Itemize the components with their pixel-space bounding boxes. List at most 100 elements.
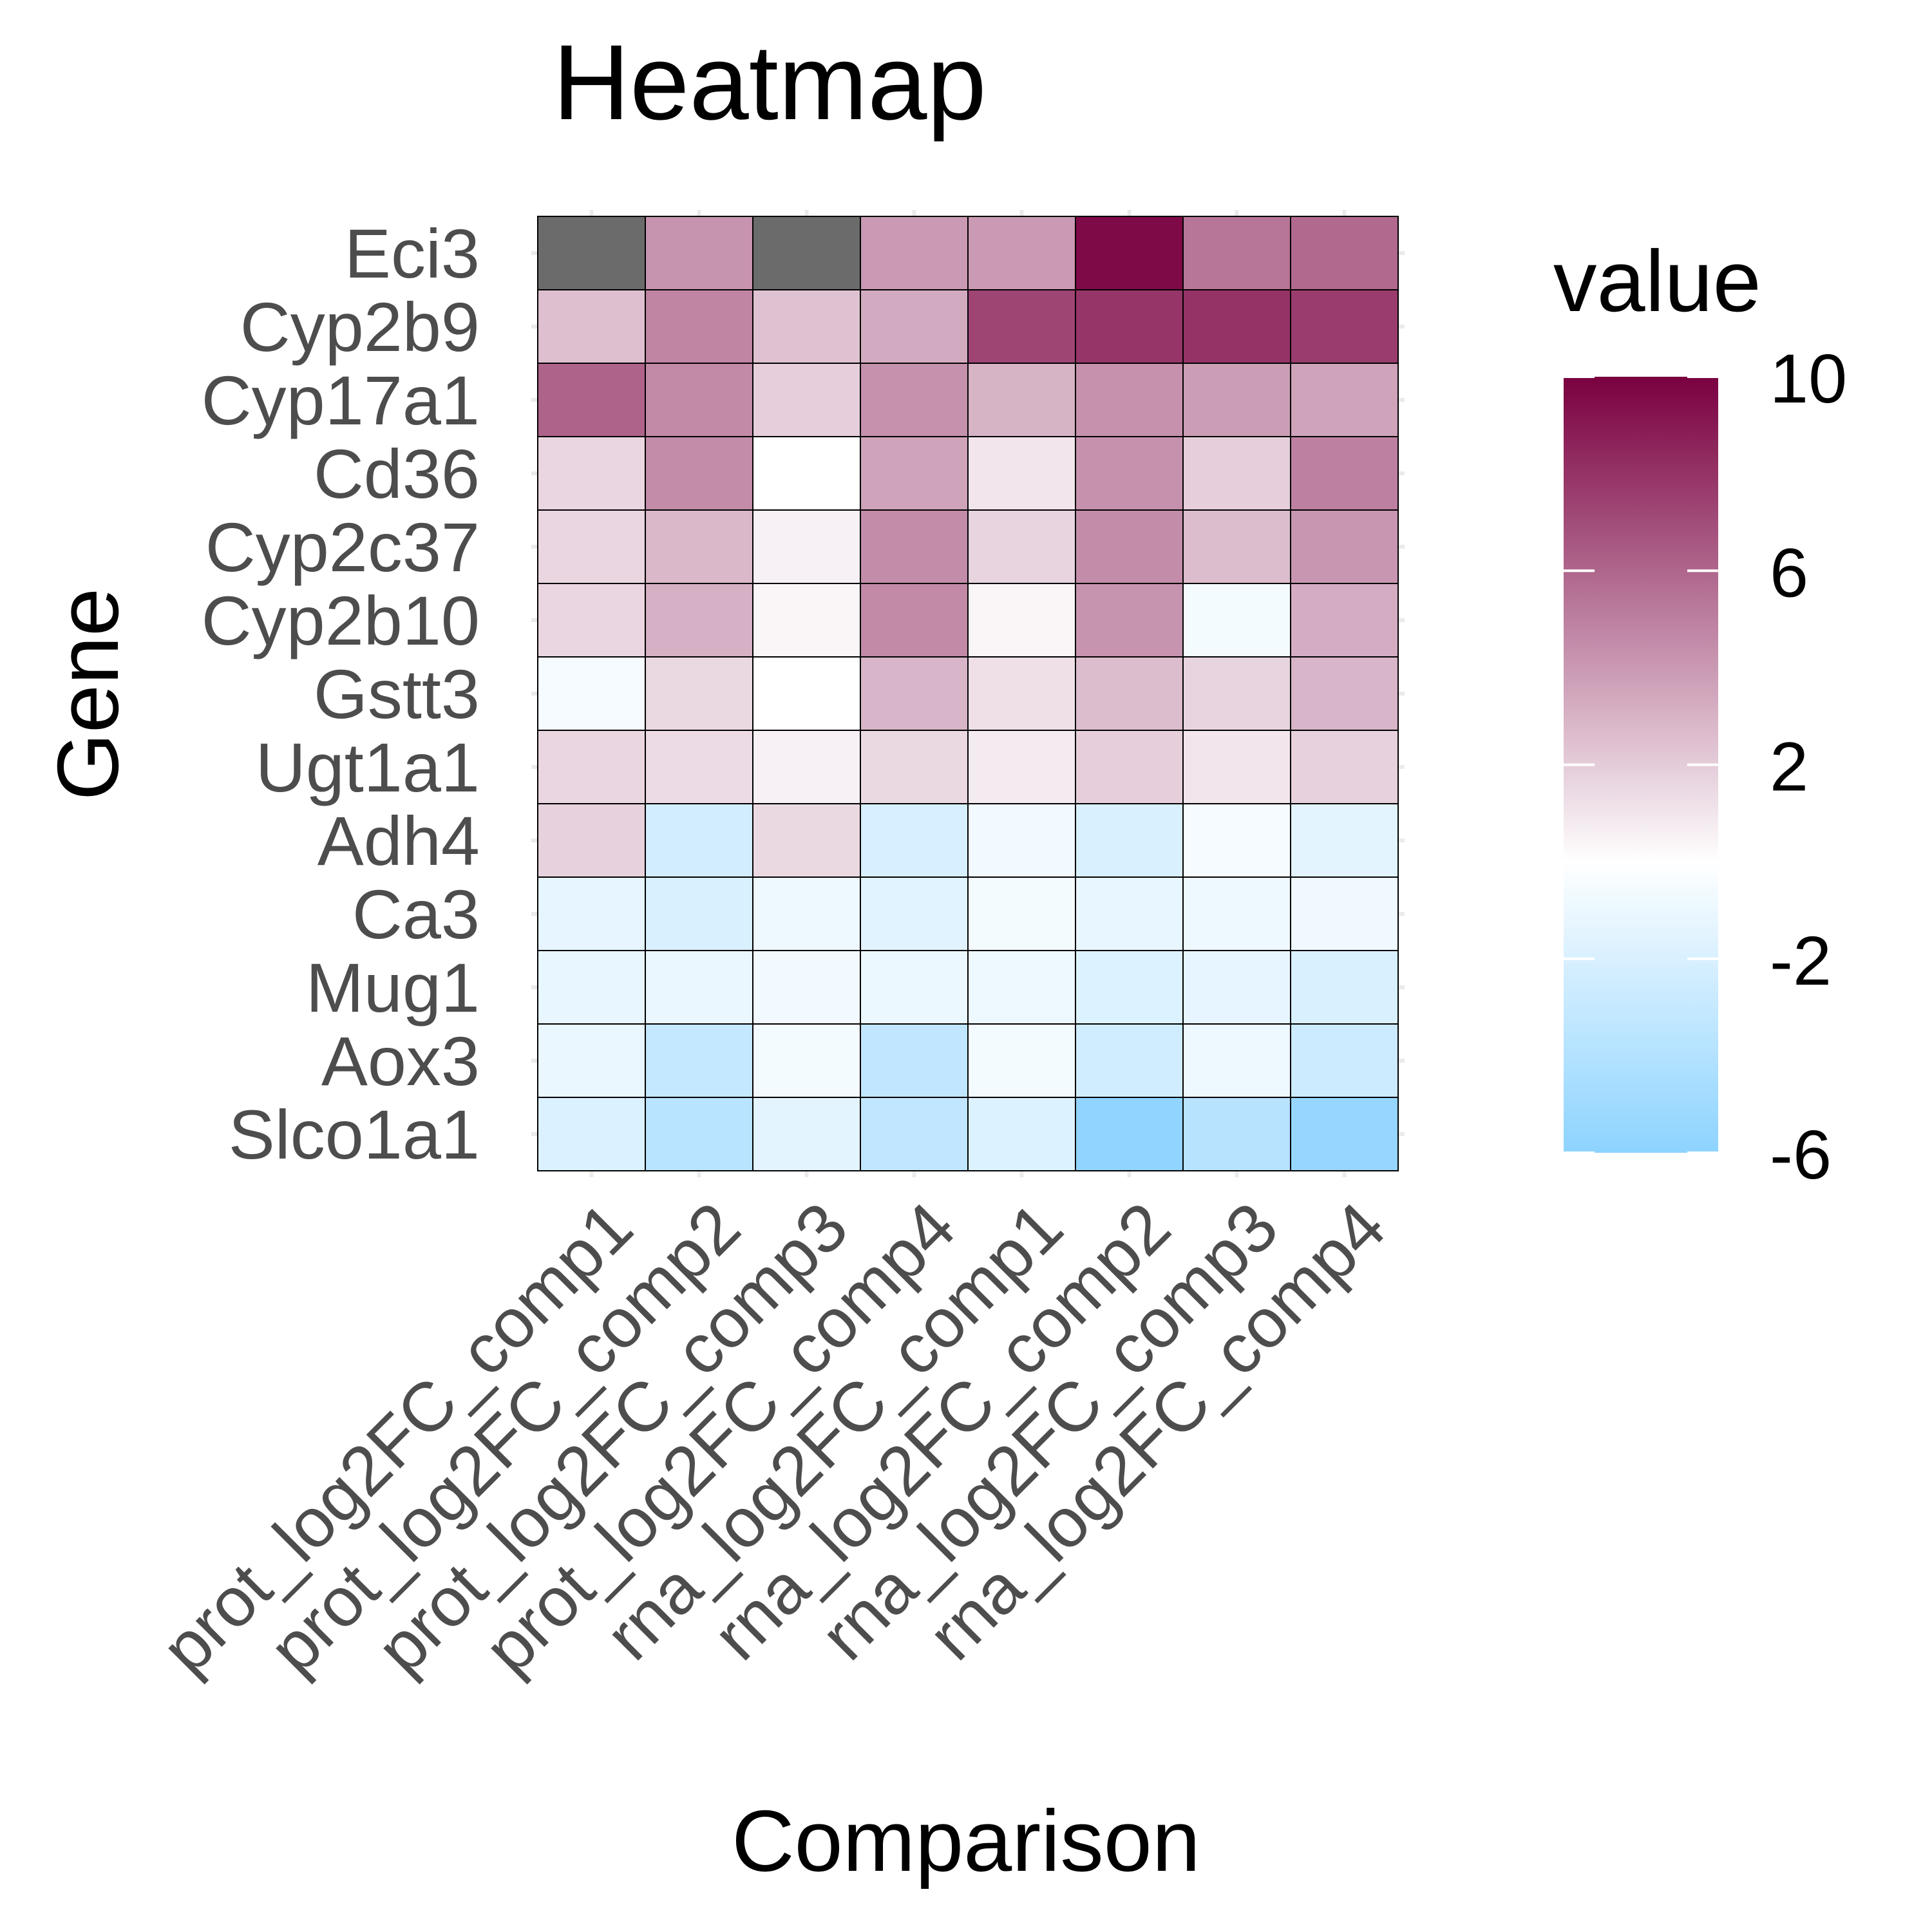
heatmap-cell xyxy=(1290,216,1399,290)
heatmap-cell xyxy=(967,1097,1076,1171)
heatmap-cell xyxy=(645,509,753,584)
heatmap-cell xyxy=(967,583,1076,658)
heatmap-cell xyxy=(860,803,969,878)
x-axis-title: Comparison xyxy=(732,1792,1200,1889)
heatmap-cell xyxy=(1075,509,1184,584)
heatmap-cell xyxy=(967,730,1076,804)
heatmap-cell xyxy=(1075,1097,1184,1171)
chart-title: Heatmap xyxy=(553,23,987,142)
heatmap-cell xyxy=(967,509,1076,584)
y-tick-label: Ca3 xyxy=(352,875,480,953)
heatmap-cell xyxy=(967,803,1076,878)
heatmap-cell xyxy=(537,876,646,951)
heatmap-cell xyxy=(752,803,861,878)
x-tick-labels: prot_log2FC_comp1prot_log2FC_comp2prot_l… xyxy=(146,1188,1399,1688)
heatmap-cell xyxy=(860,1023,969,1098)
heatmap-cell xyxy=(752,1023,861,1098)
heatmap-cell xyxy=(1290,1023,1399,1098)
heatmap-cell xyxy=(645,363,753,437)
heatmap-cell xyxy=(860,509,969,584)
heatmap-cell xyxy=(1290,1097,1399,1171)
heatmap-cell xyxy=(860,730,969,804)
y-tick-label: Ugt1a1 xyxy=(256,728,480,806)
heatmap-cell xyxy=(645,803,753,878)
heatmap-cell xyxy=(1075,436,1184,511)
heatmap-cell xyxy=(752,876,861,951)
heatmap-cell xyxy=(645,1097,753,1171)
heatmap-cell xyxy=(1182,436,1291,511)
heatmap-cell xyxy=(1075,803,1184,878)
heatmap-cell xyxy=(752,436,861,511)
heatmap-cell xyxy=(1182,730,1291,804)
heatmap-cell xyxy=(860,583,969,658)
heatmap-cell xyxy=(537,1023,646,1098)
heatmap-cell xyxy=(967,216,1076,290)
y-tick-label: Slco1a1 xyxy=(229,1095,480,1173)
heatmap-cell xyxy=(1075,1023,1184,1098)
heatmap-cell xyxy=(860,216,969,290)
heatmap-cell xyxy=(1182,1023,1291,1098)
legend-tick-label: 6 xyxy=(1770,533,1808,611)
heatmap-cell xyxy=(1075,583,1184,658)
heatmap-cell xyxy=(1075,363,1184,437)
heatmap-cell xyxy=(1182,509,1291,584)
heatmap-cell xyxy=(967,1023,1076,1098)
heatmap-cell xyxy=(645,436,753,511)
heatmap-cell xyxy=(860,876,969,951)
heatmap-cell xyxy=(1290,876,1399,951)
heatmap-cell xyxy=(645,656,753,731)
heatmap-cell xyxy=(1290,363,1399,437)
heatmap-cell xyxy=(537,656,646,731)
heatmap-cell xyxy=(537,730,646,804)
heatmap-cell xyxy=(860,436,969,511)
heatmap-cell xyxy=(537,509,646,584)
legend-tick-label: -6 xyxy=(1770,1115,1832,1193)
heatmap-cell xyxy=(645,1023,753,1098)
heatmap-cell xyxy=(1290,730,1399,804)
heatmap-cell xyxy=(967,656,1076,731)
y-tick-label: Gstt3 xyxy=(314,655,480,733)
heatmap-cell xyxy=(860,1097,969,1171)
heatmap-cell xyxy=(645,730,753,804)
heatmap-cell xyxy=(537,216,646,290)
heatmap-cell xyxy=(645,876,753,951)
heatmap-cell xyxy=(1182,363,1291,437)
heatmap-cell xyxy=(752,1097,861,1171)
heatmap-cell xyxy=(537,583,646,658)
heatmap-cell xyxy=(752,730,861,804)
heatmap-cell xyxy=(1182,656,1291,731)
heatmap-cell xyxy=(1182,950,1291,1025)
y-tick-label: Aox3 xyxy=(321,1022,480,1100)
heatmap-cell xyxy=(537,436,646,511)
heatmap-cell xyxy=(1290,509,1399,584)
heatmap-cell xyxy=(967,950,1076,1025)
y-tick-label: Eci3 xyxy=(345,214,480,292)
heatmap-cell xyxy=(967,436,1076,511)
heatmap-cell xyxy=(537,289,646,364)
heatmap-cell xyxy=(752,216,861,290)
heatmap-cell xyxy=(752,656,861,731)
heatmap-cell xyxy=(1290,656,1399,731)
y-tick-label: Mug1 xyxy=(306,949,480,1027)
heatmap-cell xyxy=(537,803,646,878)
heatmap-cell xyxy=(860,363,969,437)
heatmap-cell xyxy=(1182,583,1291,658)
legend-tick-label: -2 xyxy=(1770,922,1832,999)
heatmap-cell xyxy=(1075,656,1184,731)
heatmap-cell xyxy=(645,950,753,1025)
heatmap-cell xyxy=(752,363,861,437)
heatmap-cell xyxy=(752,289,861,364)
heatmap-cells xyxy=(537,216,1399,1171)
heatmap-cell xyxy=(967,363,1076,437)
heatmap-cell xyxy=(537,363,646,437)
legend-tick-label: 10 xyxy=(1770,339,1847,417)
y-tick-label: Adh4 xyxy=(317,802,480,880)
heatmap-cell xyxy=(1075,876,1184,951)
heatmap-cell xyxy=(1075,216,1184,290)
legend-tick-label: 2 xyxy=(1770,728,1808,806)
heatmap-cell xyxy=(967,876,1076,951)
heatmap-cell xyxy=(752,583,861,658)
heatmap-cell xyxy=(1182,803,1291,878)
heatmap-cell xyxy=(1182,216,1291,290)
